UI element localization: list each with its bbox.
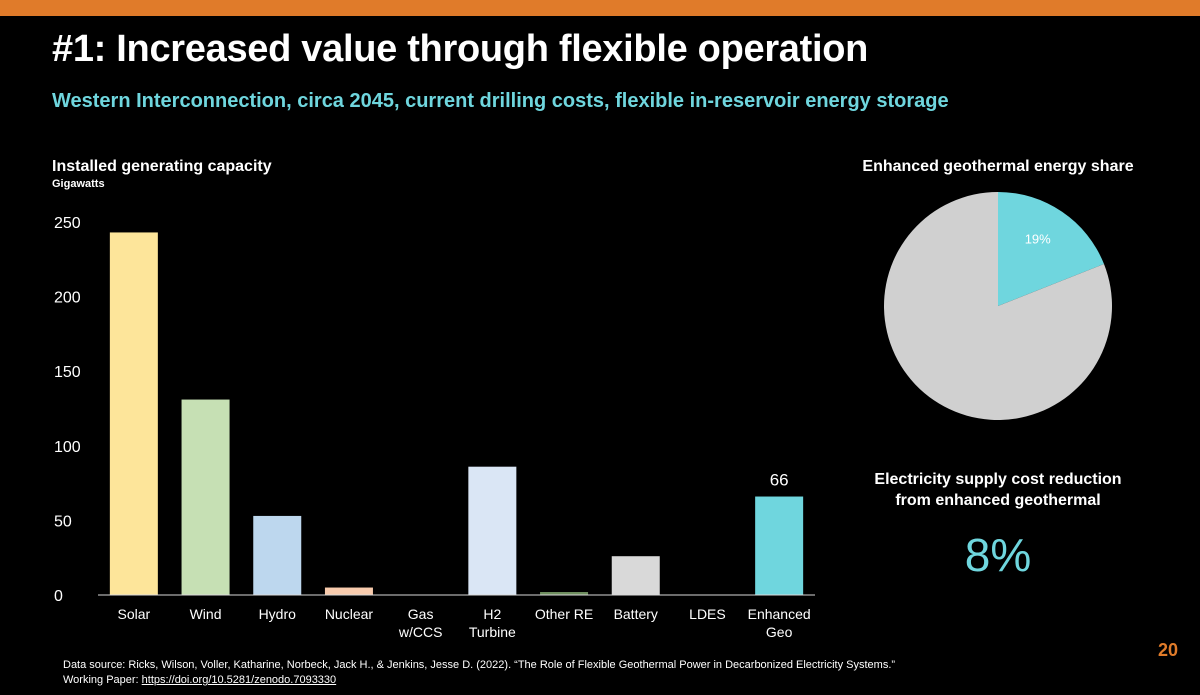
bar-battery [611, 556, 660, 595]
bar-wind [181, 399, 230, 595]
slide-title: #1: Increased value through flexible ope… [52, 28, 869, 70]
source-line2: Working Paper: https://doi.org/10.5281/z… [63, 673, 895, 688]
top-accent-bar [0, 0, 1200, 16]
x-category-label: LDES [689, 606, 726, 622]
page-number: 20 [1157, 640, 1178, 660]
x-category-label: Wind [190, 606, 222, 622]
x-category-label: Enhanced Geo [748, 606, 811, 640]
y-tick-label: 0 [54, 588, 63, 605]
source-link[interactable]: https://doi.org/10.5281/zenodo.7093330 [141, 674, 337, 686]
bar-nuclear [324, 587, 373, 595]
data-source-note: Data source: Ricks, Wilson, Voller, Kath… [63, 658, 895, 688]
y-tick-label: 50 [54, 513, 72, 530]
bar-data-label: 66 [770, 471, 789, 490]
pie-slice-other [884, 192, 1112, 420]
cost-label-line1: Electricity supply cost reduction [874, 471, 1122, 488]
x-category-label: H2 Turbine [469, 606, 516, 640]
x-category-label: Nuclear [325, 606, 374, 622]
x-category-label: Gas w/CCS [398, 606, 443, 640]
y-tick-label: 150 [54, 364, 81, 381]
bar-chart-unit: Gigawatts [52, 178, 105, 190]
slide-subtitle: Western Interconnection, circa 2045, cur… [52, 90, 949, 112]
source-prefix: Working Paper: [63, 674, 142, 686]
x-category-label: Battery [614, 606, 658, 622]
bar-chart-title: Installed generating capacity [52, 158, 272, 175]
cost-reduction-value: 8% [964, 529, 1032, 581]
y-tick-label: 100 [54, 439, 81, 456]
pie-chart-title: Enhanced geothermal energy share [862, 158, 1134, 175]
geothermal-share-pie-chart: 19% [884, 192, 1112, 420]
cost-reduction-label: Electricity supply cost reduction from e… [840, 469, 1156, 511]
capacity-bar-chart: 0 50 100 150 200 250 Solar Wind Hydro Nuclear Gas w… [54, 215, 815, 640]
pie-slice-label: 19% [1025, 232, 1051, 247]
y-tick-label: 250 [54, 215, 81, 232]
y-tick-label: 200 [54, 290, 81, 307]
x-category-label: Hydro [259, 606, 297, 622]
x-category-label: Other RE [535, 606, 593, 622]
bar-other-re [540, 592, 589, 595]
x-category-label: Solar [118, 606, 151, 622]
source-line1: Data source: Ricks, Wilson, Voller, Kath… [63, 659, 896, 671]
cost-label-line2: from enhanced geothermal [895, 492, 1101, 509]
bar-h2-turbine [468, 466, 517, 595]
bar-enhanced-geo [755, 496, 804, 595]
bar-hydro [253, 515, 302, 595]
pie-slice-enhanced-geo [998, 192, 1104, 306]
bar-solar [109, 232, 158, 595]
